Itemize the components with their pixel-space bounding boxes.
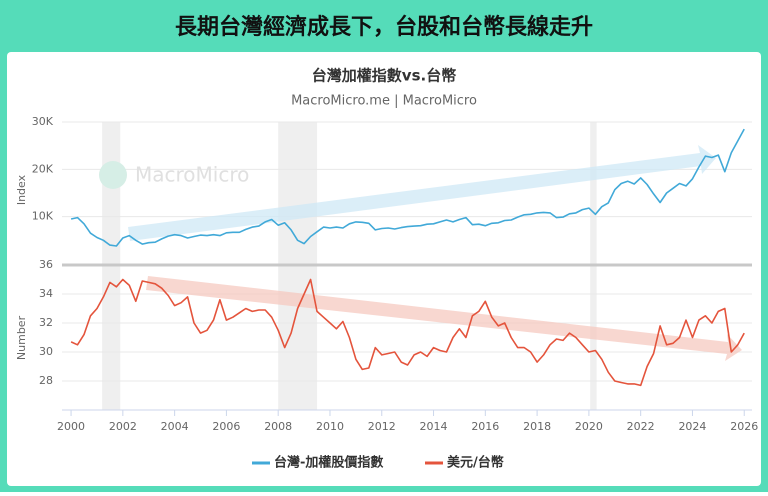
x-tick-label: 2024 xyxy=(678,420,706,433)
y-tick-label: 28 xyxy=(39,374,53,387)
y-tick-label: 30 xyxy=(39,345,53,358)
x-tick-label: 2000 xyxy=(57,420,85,433)
x-tick-label: 2018 xyxy=(523,420,551,433)
legend-label[interactable]: 美元/台幣 xyxy=(447,455,504,471)
x-tick-label: 2022 xyxy=(627,420,655,433)
watermark-logo xyxy=(99,161,127,189)
x-tick-label: 2016 xyxy=(471,420,499,433)
plot-layer: 10K 20K 30K 28 30 32 34 36 2000 2002 2004 2006 2008 2… xyxy=(32,115,758,433)
y-axis-label: Index xyxy=(15,174,28,205)
series-line xyxy=(70,128,745,247)
x-tick-label: 2002 xyxy=(109,420,137,433)
y-axis-label: Number xyxy=(15,315,28,360)
y-tick-label: 30K xyxy=(32,115,54,128)
legend-label[interactable]: 台灣-加權股價指數 xyxy=(274,455,383,471)
trend-arrow xyxy=(128,145,716,241)
x-tick-label: 2004 xyxy=(161,420,189,433)
banner: 長期台灣經濟成長下，台股和台幣長線走升 xyxy=(175,14,593,40)
y-tick-label: 36 xyxy=(39,258,53,271)
y-tick-label: 32 xyxy=(39,316,53,329)
y-tick-label: 10K xyxy=(32,210,54,223)
trend-arrow xyxy=(146,276,742,361)
x-tick-label: 2008 xyxy=(264,420,292,433)
series-line xyxy=(70,278,745,387)
x-tick-label: 2020 xyxy=(575,420,603,433)
watermark: MacroMicro xyxy=(135,163,249,187)
x-tick-label: 2014 xyxy=(420,420,448,433)
x-tick-label: 2006 xyxy=(212,420,240,433)
card xyxy=(7,52,761,486)
y-tick-label: 34 xyxy=(39,287,53,300)
x-tick-label: 2010 xyxy=(316,420,344,433)
chart-title: 台灣加權指數vs.台幣 xyxy=(312,67,456,85)
x-tick-label: 2026 xyxy=(730,420,758,433)
chart-subtitle: MacroMicro.me | MacroMicro xyxy=(291,94,477,109)
y-tick-label: 20K xyxy=(32,162,54,175)
x-tick-label: 2012 xyxy=(368,420,396,433)
